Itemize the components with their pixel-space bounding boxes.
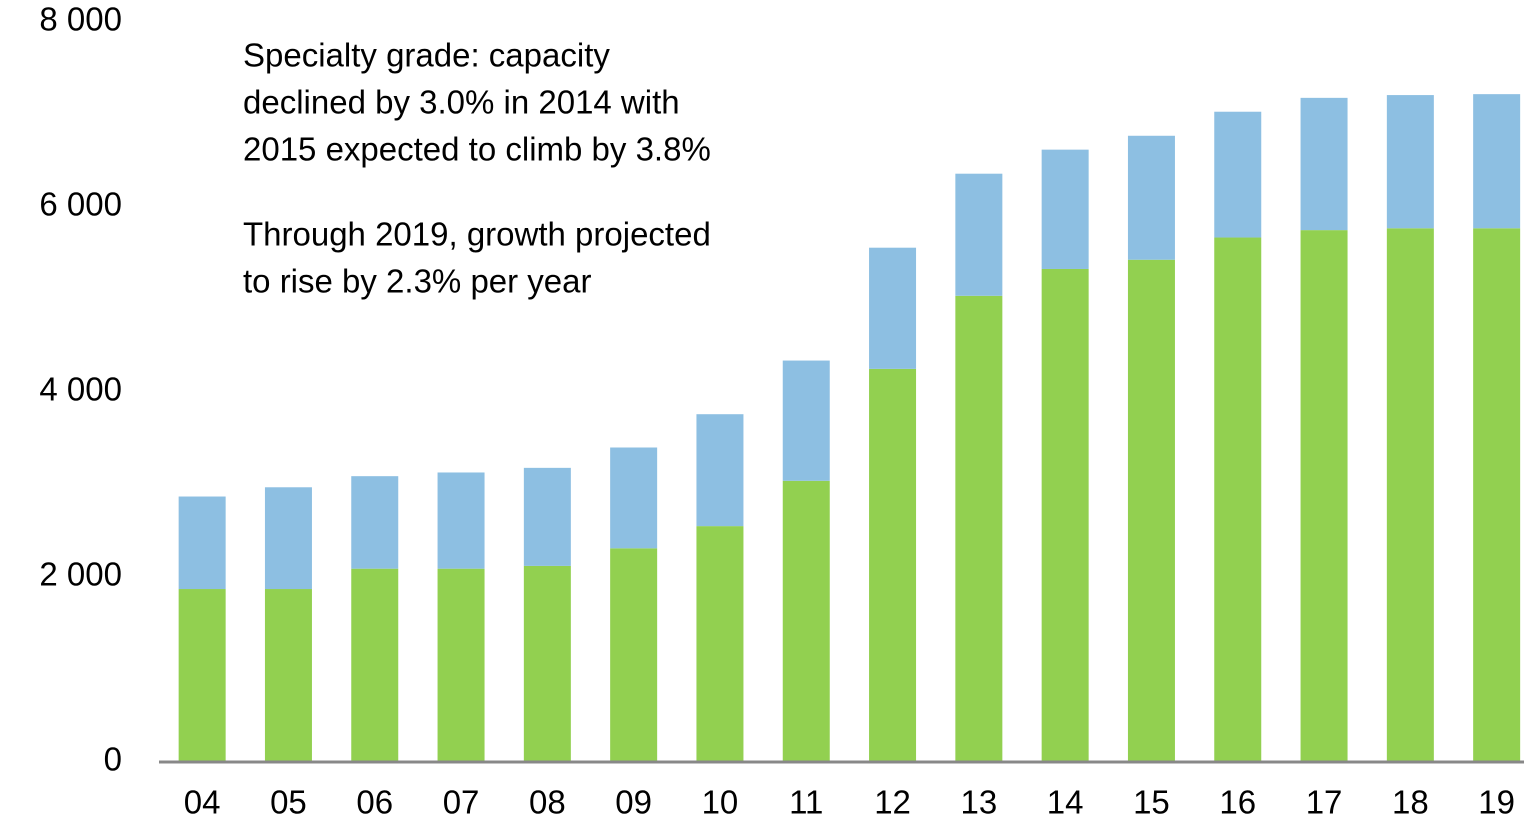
bar-segment [696, 526, 744, 762]
x-tick-label: 10 [702, 784, 739, 821]
annotation: Specialty grade: capacity [243, 37, 610, 74]
bar-segment [178, 589, 226, 762]
bar-segment [782, 480, 830, 762]
bar-segment [1386, 228, 1434, 762]
x-tick-label: 13 [960, 784, 997, 821]
x-tick-label: 09 [615, 784, 652, 821]
y-tick-label: 2 000 [39, 556, 122, 593]
bar-segment [1473, 94, 1521, 229]
bar-segment [1127, 259, 1175, 762]
x-tick-label: 04 [184, 784, 221, 821]
x-tick-label: 12 [874, 784, 911, 821]
bar-segment [1300, 230, 1348, 762]
bar-segment [955, 295, 1003, 762]
y-tick-label: 6 000 [39, 186, 122, 223]
x-tick-label: 08 [529, 784, 566, 821]
bar-segment [1300, 97, 1348, 231]
bar-segment [869, 368, 917, 762]
annotation: 2015 expected to climb by 3.8% [243, 131, 711, 168]
bar-segment [1386, 95, 1434, 229]
x-tick-label: 17 [1306, 784, 1343, 821]
bar-segment [264, 589, 312, 762]
x-tick-label: 07 [443, 784, 480, 821]
bar-segment [178, 496, 226, 590]
bar-segment [1041, 268, 1089, 762]
x-tick-label: 14 [1047, 784, 1084, 821]
x-tick-label: 05 [270, 784, 307, 821]
bar-segment [437, 472, 485, 569]
annotation: declined by 3.0% in 2014 with [243, 84, 680, 121]
annotation: Through 2019, growth projected [243, 216, 711, 253]
x-tick-label: 15 [1133, 784, 1170, 821]
bar-segment [264, 487, 312, 590]
bar-segment [351, 476, 399, 569]
bar-segment [1473, 228, 1521, 762]
y-tick-label: 8 000 [39, 1, 122, 38]
bar-segment [869, 247, 917, 369]
annotation: to rise by 2.3% per year [243, 263, 592, 300]
x-tick-label: 11 [789, 784, 823, 821]
y-tick-label: 4 000 [39, 371, 122, 408]
x-tick-label: 18 [1392, 784, 1429, 821]
bar-segment [696, 414, 744, 527]
bar-segment [1127, 135, 1175, 260]
bar-segment [437, 568, 485, 762]
x-tick-label: 19 [1478, 784, 1515, 821]
bar-segment [782, 360, 830, 481]
bar-segment [610, 548, 658, 762]
bar-segment [1041, 149, 1089, 269]
y-tick-label: 0 [104, 741, 122, 778]
bar-segment [610, 447, 658, 549]
bar-segment [351, 568, 399, 762]
x-tick-label: 16 [1219, 784, 1256, 821]
bar-segment [955, 173, 1003, 296]
bar-segment [523, 467, 571, 566]
x-tick-label: 06 [356, 784, 393, 821]
bar-segment [523, 565, 571, 762]
bar-segment [1214, 237, 1262, 762]
bar-segment [1214, 111, 1262, 238]
